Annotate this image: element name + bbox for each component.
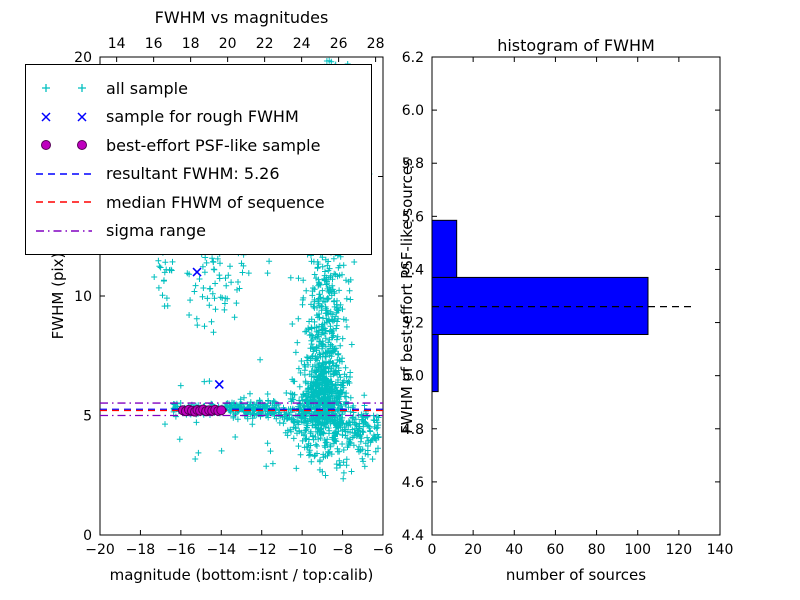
y-tick-label: 20: [74, 50, 92, 66]
hist-x-tick-label: 140: [707, 542, 734, 558]
legend-item-median-fwhm: median FHWM of sequence: [36, 193, 361, 212]
top-tick-label: 16: [145, 36, 163, 52]
sigma-range-line-icon: [36, 223, 92, 239]
x-tick-label: −14: [207, 542, 237, 558]
x-marker-icon: [36, 109, 92, 125]
legend-label-rough-fwhm: sample for rough FWHM: [106, 107, 299, 127]
hist-y-tick-label: 5.8: [402, 156, 424, 172]
hist-y-tick-label: 4.4: [402, 528, 424, 544]
legend-label-sigma-range: sigma range: [106, 221, 206, 241]
hist-y-tick-label: 4.8: [402, 422, 424, 438]
hist-y-tick-label: 5.0: [402, 369, 424, 385]
x-tick-label: −20: [85, 542, 115, 558]
legend-item-psf-sample: best-effort PSF-like sample: [36, 136, 361, 155]
hist-y-tick-label: 6.2: [402, 50, 424, 66]
x-tick-label: −10: [287, 542, 317, 558]
left-plot-xlabel: magnitude (bottom:isnt / top:calib): [109, 566, 374, 584]
left-plot-ylabel: FWHM (pix): [49, 252, 67, 340]
circle-marker-icon: [36, 137, 92, 153]
top-tick-label: 28: [367, 36, 385, 52]
legend: all sample sample for rough FWHM best-ef…: [25, 64, 372, 255]
psf-sample-point: [216, 405, 227, 416]
hist-x-tick-label: 100: [624, 542, 651, 558]
hist-bar: [431, 334, 439, 393]
top-tick-label: 14: [108, 36, 126, 52]
hist-x-tick-label: 80: [588, 542, 606, 558]
legend-item-all-sample: all sample: [36, 79, 361, 98]
x-tick-label: −6: [373, 542, 394, 558]
hist-x-tick-label: 60: [547, 542, 565, 558]
hist-bar: [431, 219, 458, 278]
y-tick-label: 10: [74, 289, 92, 305]
y-tick-label: 5: [83, 409, 92, 425]
hist-y-tick-label: 5.4: [402, 262, 424, 278]
hist-y-tick-label: 4.6: [402, 475, 424, 491]
hist-x-tick-label: 0: [428, 542, 437, 558]
legend-item-sigma-range: sigma range: [36, 221, 361, 240]
top-tick-label: 22: [256, 36, 274, 52]
legend-item-rough-fwhm: sample for rough FWHM: [36, 107, 361, 126]
right-plot-ylabel: FWHM of best-effort PSF-like sources: [398, 158, 416, 434]
x-tick-label: −8: [332, 542, 353, 558]
median-fwhm-line-icon: [36, 194, 92, 210]
top-tick-label: 20: [219, 36, 237, 52]
legend-label-resultant-fwhm: resultant FWHM: 5.26: [106, 164, 280, 184]
legend-label-all-sample: all sample: [106, 78, 188, 98]
hist-x-tick-label: 20: [464, 542, 482, 558]
hist-y-tick-label: 6.0: [402, 103, 424, 119]
hist-bar: [431, 276, 649, 336]
x-tick-label: −18: [126, 542, 156, 558]
hist-y-tick-label: 5.2: [402, 316, 424, 332]
top-tick-label: 26: [330, 36, 348, 52]
right-plot-title: histogram of FWHM: [497, 36, 655, 55]
top-tick-label: 24: [293, 36, 311, 52]
x-tick-label: −12: [247, 542, 277, 558]
y-tick-label: 0: [83, 528, 92, 544]
legend-label-psf-sample: best-effort PSF-like sample: [106, 135, 321, 155]
hist-x-tick-label: 40: [505, 542, 523, 558]
resultant-fwhm-line-icon: [36, 166, 92, 182]
legend-item-resultant-fwhm: resultant FWHM: 5.26: [36, 164, 361, 183]
hist-y-tick-label: 5.6: [402, 209, 424, 225]
scatter-rough-fwhm: [192, 267, 224, 389]
plus-marker-icon: [36, 80, 92, 96]
right-plot-xlabel: number of sources: [505, 566, 647, 584]
left-plot-title: FWHM vs magnitudes: [154, 8, 329, 27]
x-tick-label: −16: [166, 542, 196, 558]
legend-label-median-fwhm: median FHWM of sequence: [106, 192, 325, 212]
top-tick-label: 18: [182, 36, 200, 52]
hist-x-tick-label: 120: [665, 542, 692, 558]
